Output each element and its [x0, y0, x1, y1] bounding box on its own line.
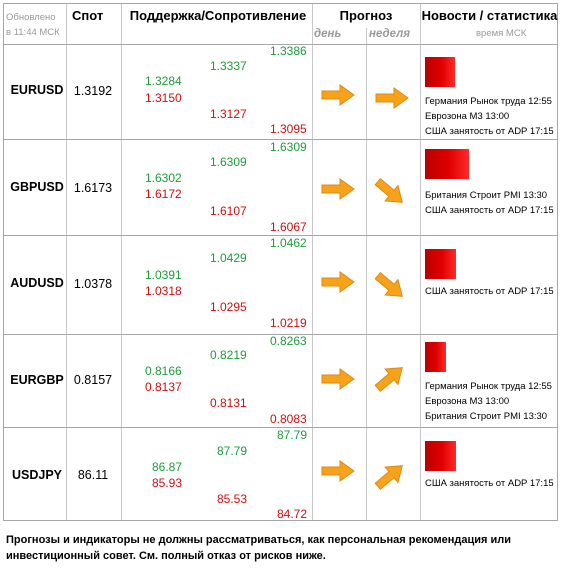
right-arrow-icon [375, 87, 409, 109]
row-divider [4, 334, 557, 335]
pair-name: USDJPY [11, 468, 63, 482]
resistance-level: 85.53 [217, 492, 248, 506]
support-level: 1.0429 [210, 251, 247, 265]
support-level: 1.3386 [270, 44, 307, 58]
time-subheader: время МСК [476, 28, 527, 39]
resistance-level: 1.6067 [270, 220, 307, 234]
support-level: 86.87 [152, 460, 183, 474]
resistance-level: 1.3095 [270, 122, 307, 136]
right-arrow-icon [321, 271, 355, 293]
right-arrow-icon [321, 84, 355, 106]
support-level: 1.0391 [145, 268, 182, 282]
spot-value: 1.3192 [73, 84, 113, 98]
news-impact-bar [425, 249, 456, 279]
row-divider [4, 44, 557, 45]
support-level: 87.79 [277, 428, 308, 442]
row-divider [4, 139, 557, 140]
spot-header: Спот [72, 8, 104, 23]
support-level: 1.6309 [270, 140, 307, 154]
news-impact-bar [425, 149, 469, 179]
resistance-level: 1.6107 [210, 204, 247, 218]
spot-value: 1.6173 [73, 181, 113, 195]
down-right-arrow-icon [374, 271, 403, 297]
pair-name: EURGBP [10, 373, 64, 387]
news-item: Германия Рынок труда 12:55 [425, 381, 552, 392]
forecast-table: Обновлено в 11:44 МСК Спот Поддержка/Соп… [3, 3, 558, 521]
updated-time: в 11:44 МСК [6, 27, 60, 38]
spot-value: 1.0378 [73, 277, 113, 291]
support-resistance-header: Поддержка/Сопротивление [129, 8, 307, 23]
resistance-level: 1.0219 [270, 316, 307, 330]
resistance-level: 0.8137 [145, 380, 182, 394]
day-subheader: день [314, 28, 342, 40]
support-level: 0.8219 [210, 348, 247, 362]
news-item: США занятость от ADP 17:15 [425, 205, 554, 216]
up-right-arrow-icon [374, 465, 403, 491]
resistance-level: 0.8083 [270, 412, 307, 426]
resistance-level: 1.6172 [145, 187, 182, 201]
grid-line [312, 4, 313, 520]
week-subheader: неделя [369, 28, 411, 40]
support-level: 1.0462 [270, 236, 307, 250]
news-item: США занятость от ADP 17:15 [425, 478, 554, 489]
grid-line [420, 4, 421, 520]
grid-line [366, 28, 367, 520]
resistance-level: 84.72 [277, 507, 308, 521]
support-level: 1.6302 [145, 171, 182, 185]
forecast-header: Прогноз [339, 8, 393, 23]
support-level: 1.6309 [210, 155, 247, 169]
news-item: Британия Строит PMI 13:30 [425, 411, 548, 422]
pair-name: GBPUSD [10, 180, 64, 194]
risk-disclaimer: Прогнозы и индикаторы не должны рассматр… [6, 534, 512, 562]
pair-name: EURUSD [10, 83, 64, 97]
news-impact-bar [425, 342, 446, 372]
support-level: 1.3337 [210, 59, 247, 73]
row-divider [4, 427, 557, 428]
news-item: Британия Строит PMI 13:30 [425, 190, 548, 201]
news-header: Новости / статистика [421, 8, 558, 23]
news-item: Германия Рынок труда 12:55 [425, 96, 552, 107]
news-item: Еврозона М3 13:00 [425, 111, 510, 122]
support-level: 0.8263 [270, 334, 307, 348]
news-item: США занятость от ADP 17:15 [425, 286, 554, 297]
resistance-level: 1.3127 [210, 107, 247, 121]
news-item: Еврозона М3 13:00 [425, 396, 510, 407]
resistance-level: 1.0295 [210, 300, 247, 314]
resistance-level: 1.3150 [145, 91, 182, 105]
right-arrow-icon [321, 178, 355, 200]
news-impact-bar [425, 57, 455, 87]
spot-value: 0.8157 [73, 373, 113, 387]
support-level: 87.79 [217, 444, 248, 458]
down-right-arrow-icon [374, 177, 403, 203]
right-arrow-icon [321, 368, 355, 390]
spot-value: 86.11 [77, 468, 109, 482]
right-arrow-icon [321, 460, 355, 482]
news-impact-bar [425, 441, 456, 471]
support-level: 1.3284 [145, 74, 182, 88]
row-divider [4, 235, 557, 236]
updated-label: Обновлено [6, 12, 56, 23]
grid-line [121, 4, 122, 520]
resistance-level: 0.8131 [210, 396, 247, 410]
news-item: США занятость от ADP 17:15 [425, 126, 554, 137]
resistance-level: 85.93 [152, 476, 183, 490]
grid-line [66, 4, 67, 520]
support-level: 0.8166 [145, 364, 182, 378]
pair-name: AUDUSD [10, 276, 64, 290]
resistance-level: 1.0318 [145, 284, 182, 298]
up-right-arrow-icon [374, 367, 403, 393]
